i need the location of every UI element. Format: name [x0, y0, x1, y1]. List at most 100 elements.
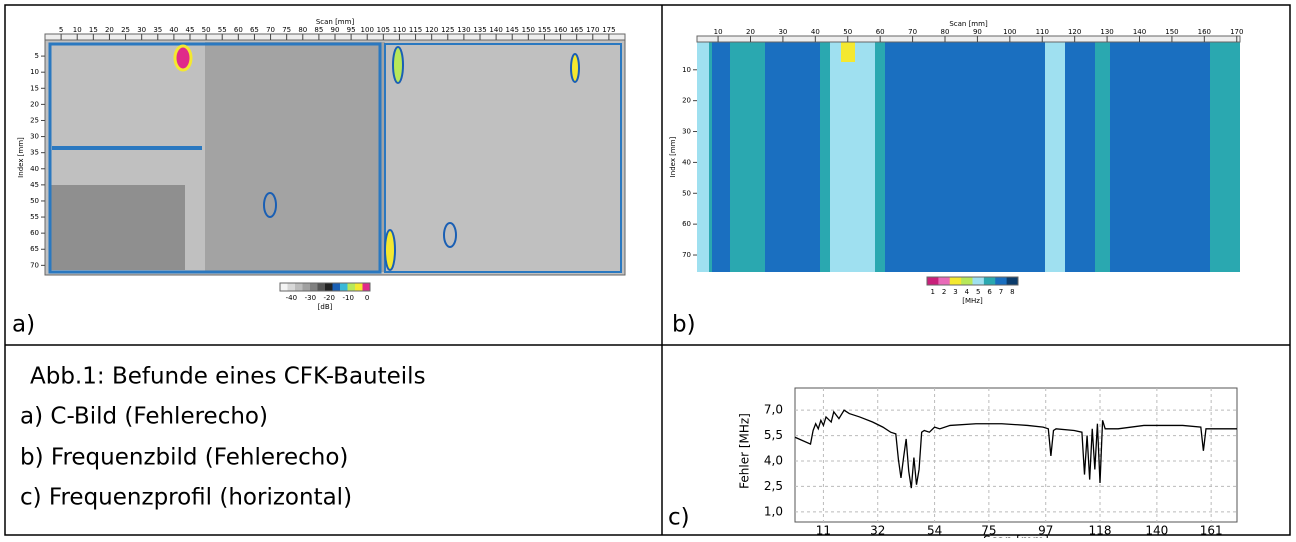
colorbar-tick-label: -10 [342, 294, 353, 302]
y-tick-label: 55 [30, 213, 39, 221]
x-tick-label: 54 [927, 524, 942, 538]
y-tick-label: 45 [30, 181, 39, 189]
x-tick-label: 25 [121, 26, 130, 34]
x-tick-label: 20 [746, 28, 755, 36]
x-tick-label: 60 [876, 28, 885, 36]
x-tick-label: 50 [202, 26, 211, 34]
x-tick-label: 165 [570, 26, 583, 34]
colorbar-swatch [295, 283, 303, 291]
x-tick-label: 161 [1200, 524, 1223, 538]
colorbar-swatch [287, 283, 296, 291]
y-tick-label: 15 [30, 84, 39, 92]
y-tick-label: 20 [30, 100, 39, 108]
y-tick-label: 20 [682, 97, 691, 105]
frequency-image [697, 42, 1240, 272]
x-tick-label: 125 [441, 26, 454, 34]
x-tick-label: 11 [816, 524, 831, 538]
colorbar-swatch [1006, 277, 1019, 285]
y-tick-label: 5 [35, 52, 39, 60]
y-tick-label: 70 [30, 261, 39, 269]
x-axis-title: Scan [mm] [316, 18, 355, 26]
colorbar-tick-label: 8 [1010, 288, 1014, 296]
y-axis-title: Index [mm] [17, 137, 25, 178]
colorbar-swatch [972, 277, 985, 285]
x-tick-label: 100 [1003, 28, 1016, 36]
x-tick-label: 170 [586, 26, 599, 34]
caption-line: a) C-Bild (Fehlerecho) [20, 404, 268, 430]
x-tick-label: 20 [105, 26, 114, 34]
x-tick-label: 130 [1100, 28, 1113, 36]
x-tick-label: 90 [973, 28, 982, 36]
axis-frame [696, 35, 1241, 43]
x-tick-label: 10 [714, 28, 723, 36]
c-scan-image [44, 39, 626, 276]
colorbar-swatch [302, 283, 311, 291]
x-tick-label: 65 [250, 26, 259, 34]
x-tick-label: 140 [1145, 524, 1168, 538]
y-tick-label: 2,5 [764, 479, 783, 493]
x-tick-label: 50 [843, 28, 852, 36]
colorbar-frame [279, 282, 371, 292]
x-tick-label: 120 [1068, 28, 1081, 36]
x-tick-label: 75 [981, 524, 996, 538]
colorbar-swatch [310, 283, 318, 291]
colorbar-tick-label: 6 [987, 288, 992, 296]
y-tick-label: 7,0 [764, 403, 783, 417]
x-tick-label: 130 [457, 26, 470, 34]
x-tick-label: 70 [908, 28, 917, 36]
caption-line: Abb.1: Befunde eines CFK-Bauteils [30, 364, 426, 390]
colorbar-swatch [280, 283, 288, 291]
y-tick-label: 35 [30, 149, 39, 157]
colorbar-tick-label: 2 [942, 288, 946, 296]
x-tick-label: 95 [347, 26, 356, 34]
y-tick-label: 25 [30, 116, 39, 124]
x-tick-label: 30 [778, 28, 787, 36]
x-tick-label: 155 [538, 26, 551, 34]
x-tick-label: 110 [393, 26, 406, 34]
x-tick-label: 55 [218, 26, 227, 34]
data-line [794, 409, 1237, 489]
x-tick-label: 40 [169, 26, 178, 34]
y-tick-label: 70 [682, 251, 691, 259]
panel-label: c) [668, 505, 690, 531]
plot-area [794, 387, 1238, 523]
y-tick-label: 50 [30, 197, 39, 205]
x-axis-title: Scan [mm] [983, 534, 1049, 539]
panel-label: a) [12, 312, 35, 338]
y-axis-title: Index [mm] [669, 136, 677, 177]
x-tick-label: 175 [602, 26, 615, 34]
x-tick-label: 110 [1036, 28, 1049, 36]
y-tick-label: 50 [682, 189, 691, 197]
x-tick-label: 60 [234, 26, 243, 34]
y-tick-label: 40 [30, 165, 39, 173]
x-tick-label: 150 [522, 26, 535, 34]
caption-line: c) Frequenzprofil (horizontal) [20, 485, 352, 511]
x-tick-label: 35 [153, 26, 162, 34]
x-tick-label: 32 [870, 524, 885, 538]
y-tick-label: 40 [682, 158, 691, 166]
colorbar-swatch [995, 277, 1008, 285]
colorbar-swatch [332, 283, 341, 291]
colorbar-swatch [983, 277, 996, 285]
x-tick-label: 170 [1230, 28, 1243, 36]
colorbar-tick-label: 1 [930, 288, 934, 296]
x-tick-label: 105 [377, 26, 390, 34]
colorbar-tick-label: 4 [965, 288, 970, 296]
colorbar-title: [dB] [318, 303, 333, 311]
y-tick-label: 60 [30, 229, 39, 237]
x-tick-label: 80 [298, 26, 307, 34]
x-tick-label: 15 [89, 26, 98, 34]
x-tick-label: 85 [314, 26, 323, 34]
colorbar-swatch [961, 277, 973, 285]
x-tick-label: 140 [489, 26, 502, 34]
colorbar-tick-label: -40 [286, 294, 297, 302]
y-tick-label: 65 [30, 245, 39, 253]
x-tick-label: 10 [73, 26, 82, 34]
x-tick-label: 145 [506, 26, 519, 34]
colorbar-swatch [325, 283, 333, 291]
x-axis-title: Scan [mm] [949, 20, 988, 28]
x-tick-label: 45 [186, 26, 195, 34]
x-tick-label: 150 [1165, 28, 1178, 36]
x-tick-label: 135 [473, 26, 486, 34]
